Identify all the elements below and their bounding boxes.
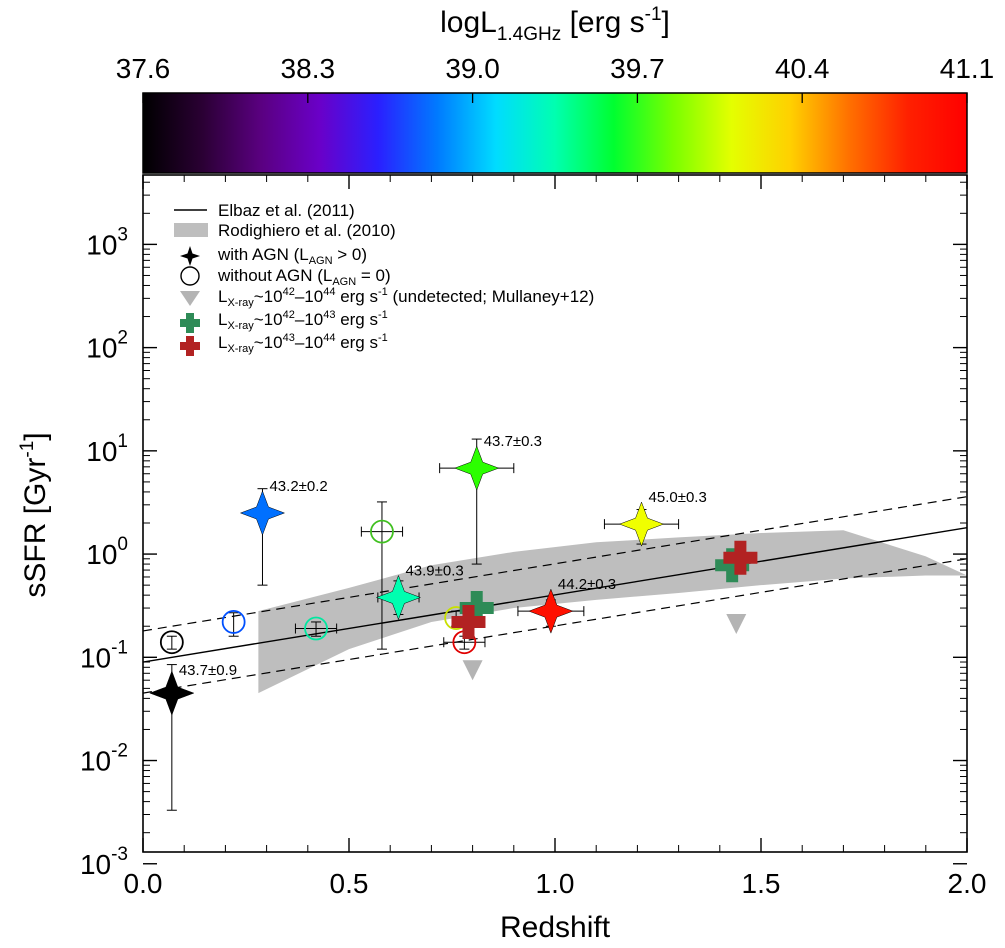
colorbar-tick-label: 40.4 — [775, 53, 830, 84]
green-cross — [459, 591, 494, 626]
axis-ticks — [142, 175, 968, 865]
without-agn-point — [221, 610, 246, 637]
elbaz-lower-dashed — [143, 558, 967, 694]
colorbar-tick-label: 38.3 — [281, 53, 336, 84]
y-tick-labels: 10-3 10-2 10-1 100 101 102 103 — [80, 224, 128, 879]
colorbar-tick-label: 37.6 — [116, 53, 171, 84]
without-agn-circle — [304, 616, 328, 641]
data-label: 45.0±0.3 — [649, 489, 707, 506]
legend-red: LX-ray~1043–1044 erg s-1 — [218, 332, 388, 355]
without-agn-point — [360, 501, 404, 650]
y-tick-label: 100 — [86, 534, 128, 570]
rodighiero-band — [258, 530, 967, 694]
legend-green: LX-ray~1042–1043 erg s-1 — [218, 309, 388, 332]
with-agn-star — [239, 490, 286, 536]
y-tick-label: 10-2 — [80, 741, 128, 777]
without-agn-circle — [221, 610, 246, 634]
y-tick-label: 103 — [86, 224, 128, 260]
x-tick-label: 1.5 — [742, 868, 781, 899]
x-tick-label: 1.0 — [536, 868, 575, 899]
legend-rodighiero: Rodighiero et al. (2010) — [218, 221, 396, 240]
undetected-triangle — [462, 660, 483, 681]
without-agn-point — [294, 616, 338, 641]
x-tick-labels: 0.0 0.5 1.0 1.5 2.0 — [124, 868, 987, 899]
colorbar-tick-label: 41.1 — [940, 53, 995, 84]
red-cross — [451, 604, 486, 639]
without-agn-circle — [159, 630, 184, 655]
x-tick-label: 2.0 — [948, 868, 987, 899]
red-cross — [723, 540, 758, 575]
with-agn-star — [375, 574, 422, 621]
with-agn-star — [618, 501, 665, 547]
x-tick-label: 0.0 — [124, 868, 163, 899]
legend-green-cross-icon — [180, 313, 200, 333]
with-agn-point — [375, 574, 422, 621]
with-agn-point — [239, 488, 286, 586]
without-agn-circle — [370, 519, 394, 544]
with-agn-star — [528, 588, 574, 634]
without-agn-point — [159, 630, 184, 655]
legend-with-agn: with AGN (LAGN > 0) — [217, 245, 367, 267]
y-tick-label: 101 — [86, 431, 128, 467]
legend-red-cross-icon — [180, 336, 200, 356]
legend-elbaz: Elbaz et al. (2011) — [218, 201, 355, 220]
green-cross — [715, 548, 750, 583]
legend: Elbaz et al. (2011) Rodighiero et al. (2… — [174, 201, 594, 356]
elbaz-upper-dashed — [143, 496, 967, 632]
with-agn-point — [603, 501, 680, 547]
y-axis-label: sSFR [Gyr-1] — [17, 432, 52, 597]
with-agn-point — [149, 664, 195, 811]
colorbar-tick-labels: 37.6 38.3 39.0 39.7 40.4 41.1 — [116, 53, 995, 84]
legend-mullaney: LX-ray~1042–1044 erg s-1 (undetected; Mu… — [218, 286, 594, 309]
x-axis-label: Redshift — [500, 911, 611, 944]
y-tick-label: 102 — [86, 328, 128, 364]
colorbar — [143, 93, 967, 173]
colorbar-tick-label: 39.0 — [445, 53, 500, 84]
colorbar-title: logL1.4GHz [erg s-1] — [440, 4, 670, 45]
annotations: 43.7±0.9 43.2±0.2 43.9±0.3 43.7±0.3 44.2±0.3… — [179, 433, 707, 679]
data-label: 43.7±0.3 — [484, 433, 542, 450]
legend-triangle-icon — [180, 291, 200, 306]
legend-rodighiero-swatch — [174, 223, 208, 237]
data-label: 43.2±0.2 — [269, 478, 327, 495]
y-tick-label: 10-1 — [80, 637, 128, 673]
legend-circle-icon — [180, 266, 200, 286]
legend-star-icon — [180, 246, 200, 266]
data-points — [149, 438, 758, 811]
y-tick-label: 10-3 — [80, 844, 128, 880]
elbaz-line — [143, 527, 967, 663]
x-tick-label: 0.5 — [330, 868, 369, 899]
data-label: 43.7±0.9 — [179, 662, 237, 679]
data-label: 44.2±0.3 — [558, 576, 616, 593]
legend-without-agn: without AGN (LAGN = 0) — [217, 266, 391, 288]
with-agn-star — [454, 445, 500, 491]
colorbar-frame — [142, 92, 968, 174]
colorbar-ticks — [142, 93, 968, 103]
data-label: 43.9±0.3 — [405, 562, 463, 579]
with-agn-point — [517, 588, 585, 634]
colorbar-tick-label: 39.7 — [610, 53, 665, 84]
with-agn-point — [439, 438, 515, 565]
with-agn-star — [149, 670, 195, 716]
undetected-triangle — [726, 614, 747, 635]
